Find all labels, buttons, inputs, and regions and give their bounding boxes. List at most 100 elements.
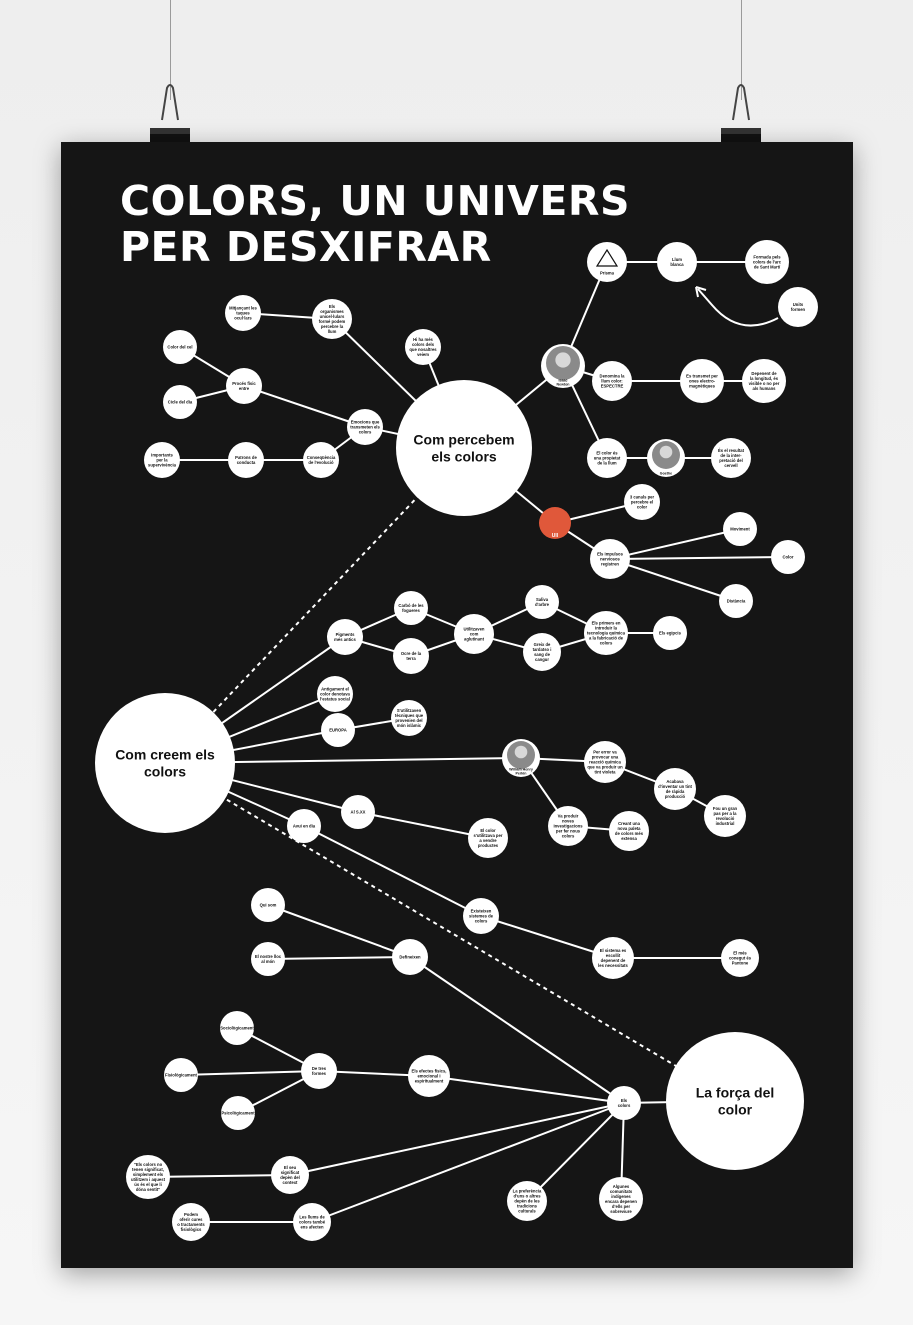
node-consequencia: Conseqüència de l'evolució — [303, 442, 339, 478]
node-avui-en-dia: Avui en dia — [287, 809, 321, 843]
hub-creem: Com creem els colors — [95, 693, 235, 833]
node-label: Acabava d'inventar un tint de ràpida produc… — [658, 779, 692, 799]
node-circle — [654, 768, 696, 810]
node-cicle: Cicle del dia — [163, 385, 197, 419]
node-goethe: Goethe — [647, 439, 685, 477]
node-algunes: Algunes comunitats indígenes encara depenen… — [599, 1177, 643, 1221]
node-egipcis: Els egipcis — [653, 616, 687, 650]
node-podem-oferir: Podem oferir cures o tractaments fisiològic… — [172, 1203, 210, 1241]
node-circle — [392, 939, 428, 975]
node-label: Mitjançant les taques ocul·lars — [229, 305, 257, 320]
node-carbo: Carbó de les fogueres — [394, 591, 428, 625]
node-circle — [742, 359, 786, 403]
node-transmet: Es transmet per ones electro-magnètiques — [680, 359, 724, 403]
node-circle — [653, 616, 687, 650]
node-impulsos: Els impulsos nerviosos registren — [590, 539, 630, 579]
node-va-produir: Va produir noves investigacions per fer nou… — [548, 806, 588, 846]
node-circle — [225, 295, 261, 331]
node-patrons: Patrons de conducta — [228, 442, 264, 478]
node-circle — [723, 512, 757, 546]
node-mitjancant: Mitjançant les taques ocul·lars — [225, 295, 261, 331]
node-label: Com creem els colors — [115, 746, 215, 779]
node-circle — [584, 611, 628, 655]
node-label: Greix de tardatso i sang de cangur — [533, 642, 552, 662]
node-label: William Henry Perkin — [509, 767, 533, 775]
node-label: EUROPA — [329, 727, 347, 732]
prism-icon — [595, 248, 619, 267]
node-label: Procés físic entre — [232, 381, 256, 391]
connector-avui_en_dia-existeixen — [303, 825, 482, 917]
node-moviment: Moviment — [723, 512, 757, 546]
node-llum-blanca: Llum blanca — [657, 242, 697, 282]
node-ocre: Ocre de la terra — [393, 638, 429, 674]
node-circle — [126, 1155, 170, 1199]
connector-qui_som-defineixen — [267, 904, 411, 958]
node-saliva: Saliva d'arbre — [525, 585, 559, 619]
node-organismes: Els organismes unicel·lulars formé podem per… — [312, 299, 352, 339]
node-circle — [396, 380, 532, 516]
node-label: Per error va provocar una reacció química q… — [587, 749, 623, 774]
node-label: El sistema es escollit depenent de les nece… — [598, 948, 628, 968]
node-hi-ha-mes: Hi ha més colors dels que nosaltres veiem — [405, 329, 441, 365]
node-circle — [226, 368, 262, 404]
node-seu-significat: El seu significat depèn del context — [271, 1156, 309, 1194]
node-circle — [507, 1181, 547, 1221]
node-label: Al S.XX — [351, 809, 366, 814]
node-circle — [704, 795, 746, 837]
node-circle — [745, 240, 789, 284]
node-primers: Els primers en introduir la tecnologia quí… — [584, 611, 628, 655]
node-circle — [251, 888, 285, 922]
node-circle — [539, 507, 571, 539]
node-circle — [587, 438, 627, 478]
node-label: Els colors — [618, 1098, 631, 1108]
node-label: El color s'utilitzava per a vendre producte… — [474, 828, 503, 848]
node-formada: Formada pels colors de l'arc de Sant Martí — [745, 240, 789, 284]
node-existeixen: Existeixen sistemes de colors — [463, 898, 499, 934]
portrait-face — [659, 445, 673, 459]
node-label: Ocre de la terra — [401, 651, 422, 661]
node-circle — [680, 359, 724, 403]
node-prisma: Prisma — [587, 242, 627, 282]
node-label: El més conegut és Pantone — [729, 950, 752, 965]
node-circle — [405, 329, 441, 365]
node-circle — [312, 299, 352, 339]
node-label: Com percebem els colors — [413, 431, 514, 464]
node-label: Hi ha més colors dels que nosaltres veiem — [409, 337, 437, 357]
node-importants: Importants per la supervivència — [144, 442, 180, 478]
node-circle — [95, 693, 235, 833]
node-label: Importants per la supervivència — [148, 452, 177, 467]
node-label: Algunes comunitats indígenes encara depenen… — [605, 1184, 637, 1214]
node-circle — [221, 1096, 255, 1130]
node-circle — [408, 1055, 450, 1097]
node-circle — [607, 1086, 641, 1120]
node-efectes: Els efectes físics, emocional i espiritual… — [408, 1055, 450, 1097]
node-label: Llum blanca — [670, 257, 684, 267]
node-circle — [584, 741, 626, 783]
node-europa: EUROPA — [321, 713, 355, 747]
node-circle — [301, 1053, 337, 1089]
node-label: La força del color — [696, 1084, 775, 1117]
node-label: Carbó de les fogueres — [398, 603, 424, 613]
node-label: Els primers en introduir la tecnologia quí… — [587, 620, 626, 645]
connector-defineixen-els_colors — [409, 956, 625, 1104]
node-label: Es transmet per ones electro-magnètiques — [686, 373, 718, 388]
node-greix: Greix de tardatso i sang de cangur — [523, 633, 561, 671]
node-circle — [347, 409, 383, 445]
connector-emocions-proces — [243, 385, 366, 428]
connector-els_colors-seu_significat — [289, 1102, 625, 1176]
node-label: 3 canals per percebre el color — [630, 494, 655, 509]
node-label: Les llums de colors també ens afecten — [299, 1214, 326, 1229]
node-label: Els impulsos nerviosos registren — [597, 551, 624, 566]
node-label: Avui en dia — [293, 823, 316, 828]
node-circle — [609, 811, 649, 851]
node-label: Saliva d'arbre — [535, 597, 550, 607]
node-color: Color — [771, 540, 805, 574]
node-label: Isaac Newton — [557, 378, 570, 386]
node-preferencia: La preferència d'uns o altres depèn de les… — [507, 1181, 547, 1221]
title-line-1: COLORS, UN UNIVERS — [120, 177, 630, 225]
node-label: Moviment — [730, 526, 750, 531]
node-label: Antigament el color denotava l'estatus soc… — [320, 686, 350, 701]
node-fisiologicament: Fisiològicament — [164, 1058, 198, 1092]
poster-title: COLORS, UN UNIVERS PER DESXIFRAR — [120, 178, 630, 270]
